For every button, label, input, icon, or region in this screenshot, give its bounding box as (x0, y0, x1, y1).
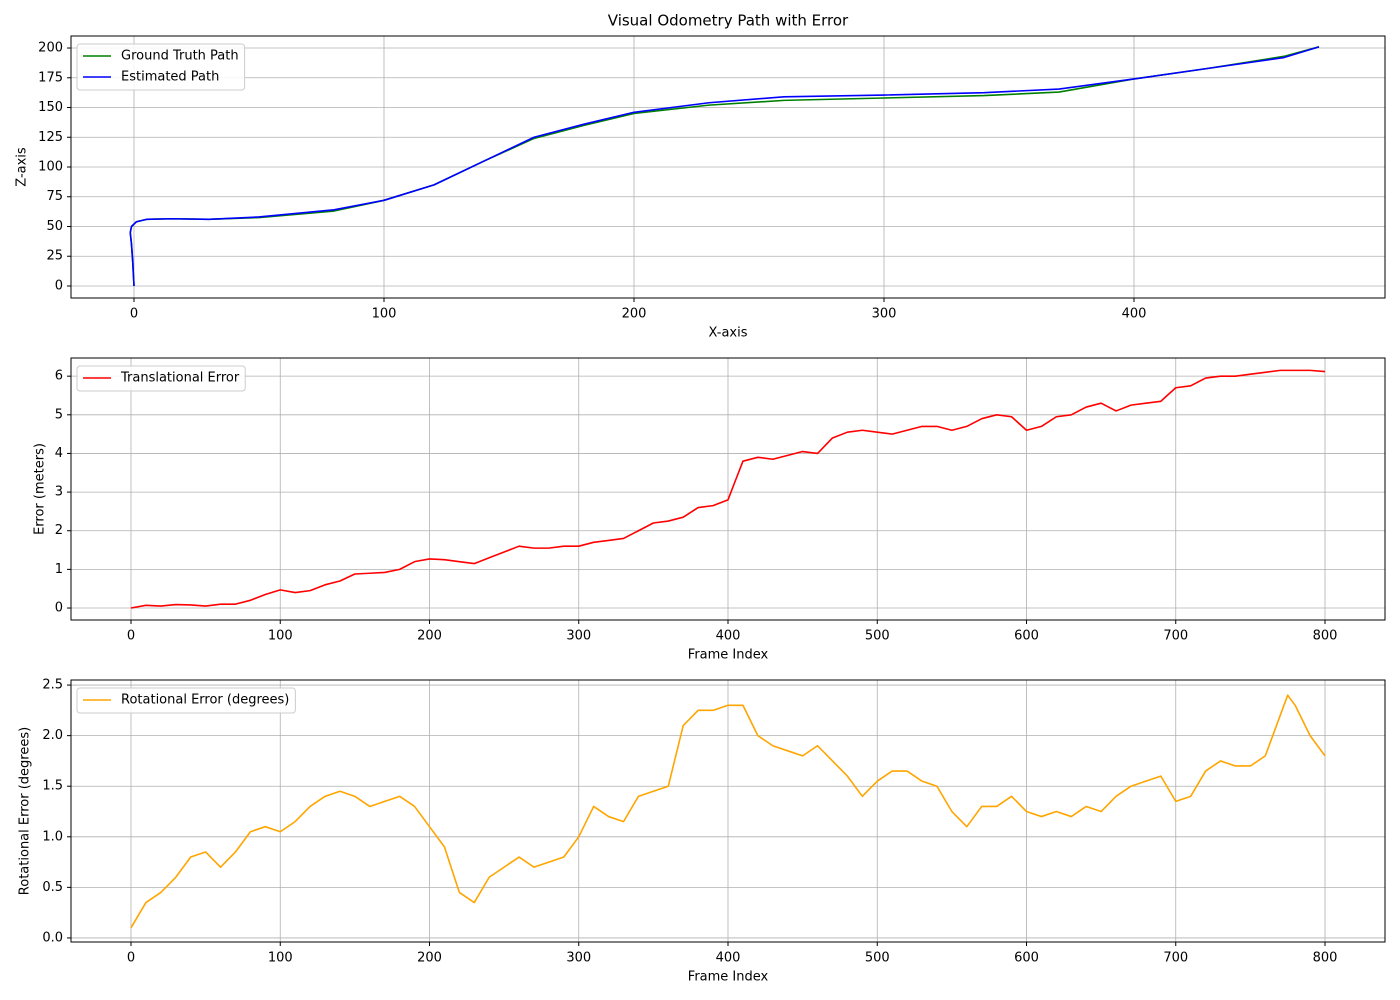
series-line (130, 369, 1326, 609)
y-tick-label: 75 (46, 189, 63, 204)
x-tick-label: 700 (1163, 951, 1188, 966)
x-tick-label: 200 (417, 951, 442, 966)
y-tick-label: 1.5 (42, 779, 63, 794)
legend-label: Rotational Error (degrees) (121, 693, 289, 708)
x-tick-label: 300 (872, 307, 897, 322)
y-tick-label: 50 (46, 219, 63, 234)
legend: Rotational Error (degrees) (76, 687, 296, 714)
y-tick-label: 175 (38, 70, 63, 85)
x-tick-label: 500 (865, 629, 890, 644)
x-tick-label: 100 (372, 307, 397, 322)
y-tick-label: 200 (38, 41, 63, 56)
y-axis-label: Error (meters) (33, 443, 48, 535)
x-tick-label: 0 (127, 951, 135, 966)
x-tick-label: 400 (1122, 307, 1147, 322)
x-tick-label: 100 (268, 951, 293, 966)
subplot: 0 100 200 300 400 500 600 700 800 0.0 0.5 1.0 1.5 2.0… (18, 678, 1386, 985)
x-tick-label: 800 (1313, 629, 1338, 644)
y-tick-label: 125 (38, 130, 63, 145)
x-tick-label: 600 (1014, 951, 1039, 966)
y-tick-label: 0 (55, 278, 63, 293)
legend-box (76, 365, 246, 392)
y-tick-label: 2.5 (42, 678, 63, 693)
x-axis-label: Frame Index (688, 648, 769, 663)
x-tick-label: 0 (130, 307, 138, 322)
y-tick-label: 3 (55, 485, 63, 500)
y-tick-label: 6 (55, 369, 63, 384)
x-tick-label: 200 (622, 307, 647, 322)
legend: Translational Error (76, 365, 246, 392)
y-tick-label: 1.0 (42, 829, 63, 844)
axes-frame (70, 679, 1386, 943)
x-tick-label: 800 (1313, 951, 1338, 966)
x-tick-label: 400 (716, 951, 741, 966)
chart-title: Visual Odometry Path with Error (608, 12, 849, 30)
subplot: 0 100 200 300 400 500 600 700 800 0 1 2 3 4 5 6 Frame In… (33, 357, 1386, 663)
x-tick-label: 400 (716, 629, 741, 644)
y-tick-label: 0.5 (42, 880, 63, 895)
x-tick-label: 300 (566, 629, 591, 644)
x-axis-label: Frame Index (688, 970, 769, 985)
y-tick-label: 1 (55, 562, 63, 577)
y-tick-label: 150 (38, 100, 63, 115)
y-tick-label: 0 (55, 601, 63, 616)
y-tick-label: 4 (55, 446, 63, 461)
y-tick-label: 5 (55, 407, 63, 422)
x-tick-label: 100 (268, 629, 293, 644)
y-tick-label: 100 (38, 160, 63, 175)
x-axis-label: X-axis (709, 326, 748, 341)
legend-box (76, 687, 296, 714)
axes-frame (70, 35, 1386, 299)
legend-box (76, 43, 246, 91)
y-tick-label: 25 (46, 249, 63, 264)
x-tick-label: 300 (566, 951, 591, 966)
y-axis-label: Z-axis (15, 147, 30, 187)
x-tick-label: 0 (127, 629, 135, 644)
x-tick-label: 700 (1163, 629, 1188, 644)
legend-label: Ground Truth Path (121, 49, 239, 64)
y-axis-label: Rotational Error (degrees) (18, 727, 33, 895)
legend-label: Translational Error (120, 371, 240, 386)
axes-frame (70, 357, 1386, 621)
subplot: Visual Odometry Path with Error 0 100 200 30… (15, 12, 1386, 341)
series-line (129, 46, 1320, 287)
series-line (130, 694, 1326, 929)
legend: Ground Truth Path Estimated Path (76, 43, 246, 91)
series-line (129, 46, 1320, 287)
y-tick-label: 0.0 (42, 930, 63, 945)
y-tick-label: 2 (55, 523, 63, 538)
x-tick-label: 200 (417, 629, 442, 644)
y-tick-label: 2.0 (42, 728, 63, 743)
x-tick-label: 600 (1014, 629, 1039, 644)
x-tick-label: 500 (865, 951, 890, 966)
legend-label: Estimated Path (121, 70, 219, 85)
